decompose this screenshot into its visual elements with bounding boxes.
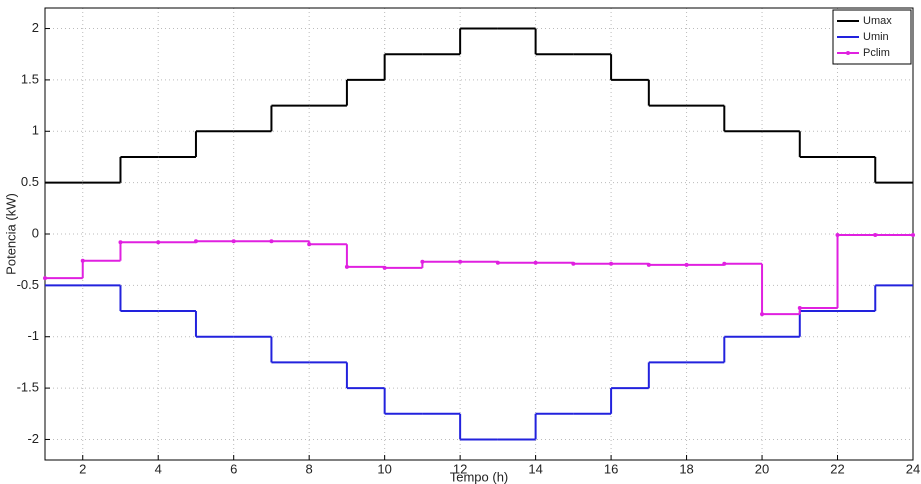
y-axis-label: Potencia (kW) [3,193,18,275]
y-tick-label: 0.5 [21,174,39,189]
y-tick-label: 1 [32,123,39,138]
x-tick-label: 8 [306,461,313,476]
point [193,239,198,244]
y-tick-label: 1.5 [21,71,39,86]
x-tick-label: 12 [453,461,467,476]
point [43,276,47,281]
x-tick-label: 20 [755,461,769,476]
point [684,262,689,267]
legend-marker [846,51,850,55]
x-tick-label: 24 [906,461,920,476]
legend-label: Umax [863,15,892,27]
x-tick-label: 4 [155,461,162,476]
point [118,240,123,245]
point [873,233,878,238]
y-tick-label: 0 [32,225,39,240]
legend-label: Pclim [863,47,890,59]
point [344,264,349,269]
point [533,260,538,265]
point [382,265,387,270]
x-tick-label: 2 [79,461,86,476]
x-tick-label: 16 [604,461,618,476]
point [269,239,274,244]
point [80,258,85,263]
y-tick-label: -1.5 [17,380,39,395]
point [458,259,463,264]
point [911,233,915,238]
point [231,239,236,244]
y-tick-label: -1 [27,328,39,343]
plot-area [45,8,913,460]
x-tick-label: 22 [830,461,844,476]
point [797,305,802,310]
y-tick-label: -0.5 [17,277,39,292]
y-tick-label: 2 [32,20,39,35]
point [835,233,840,238]
x-tick-label: 14 [528,461,542,476]
point [420,259,425,264]
x-tick-label: 18 [679,461,693,476]
x-tick-label: 6 [230,461,237,476]
x-tick-label: 10 [377,461,391,476]
y-tick-label: -2 [27,431,39,446]
point [760,312,765,317]
point [646,262,651,267]
x-axis-label: Tempo (h) [450,469,509,484]
point [495,260,500,265]
point [609,261,614,266]
point [571,261,576,266]
point [156,240,161,245]
point [307,242,312,247]
point [722,261,727,266]
legend-label: Umin [863,31,889,43]
